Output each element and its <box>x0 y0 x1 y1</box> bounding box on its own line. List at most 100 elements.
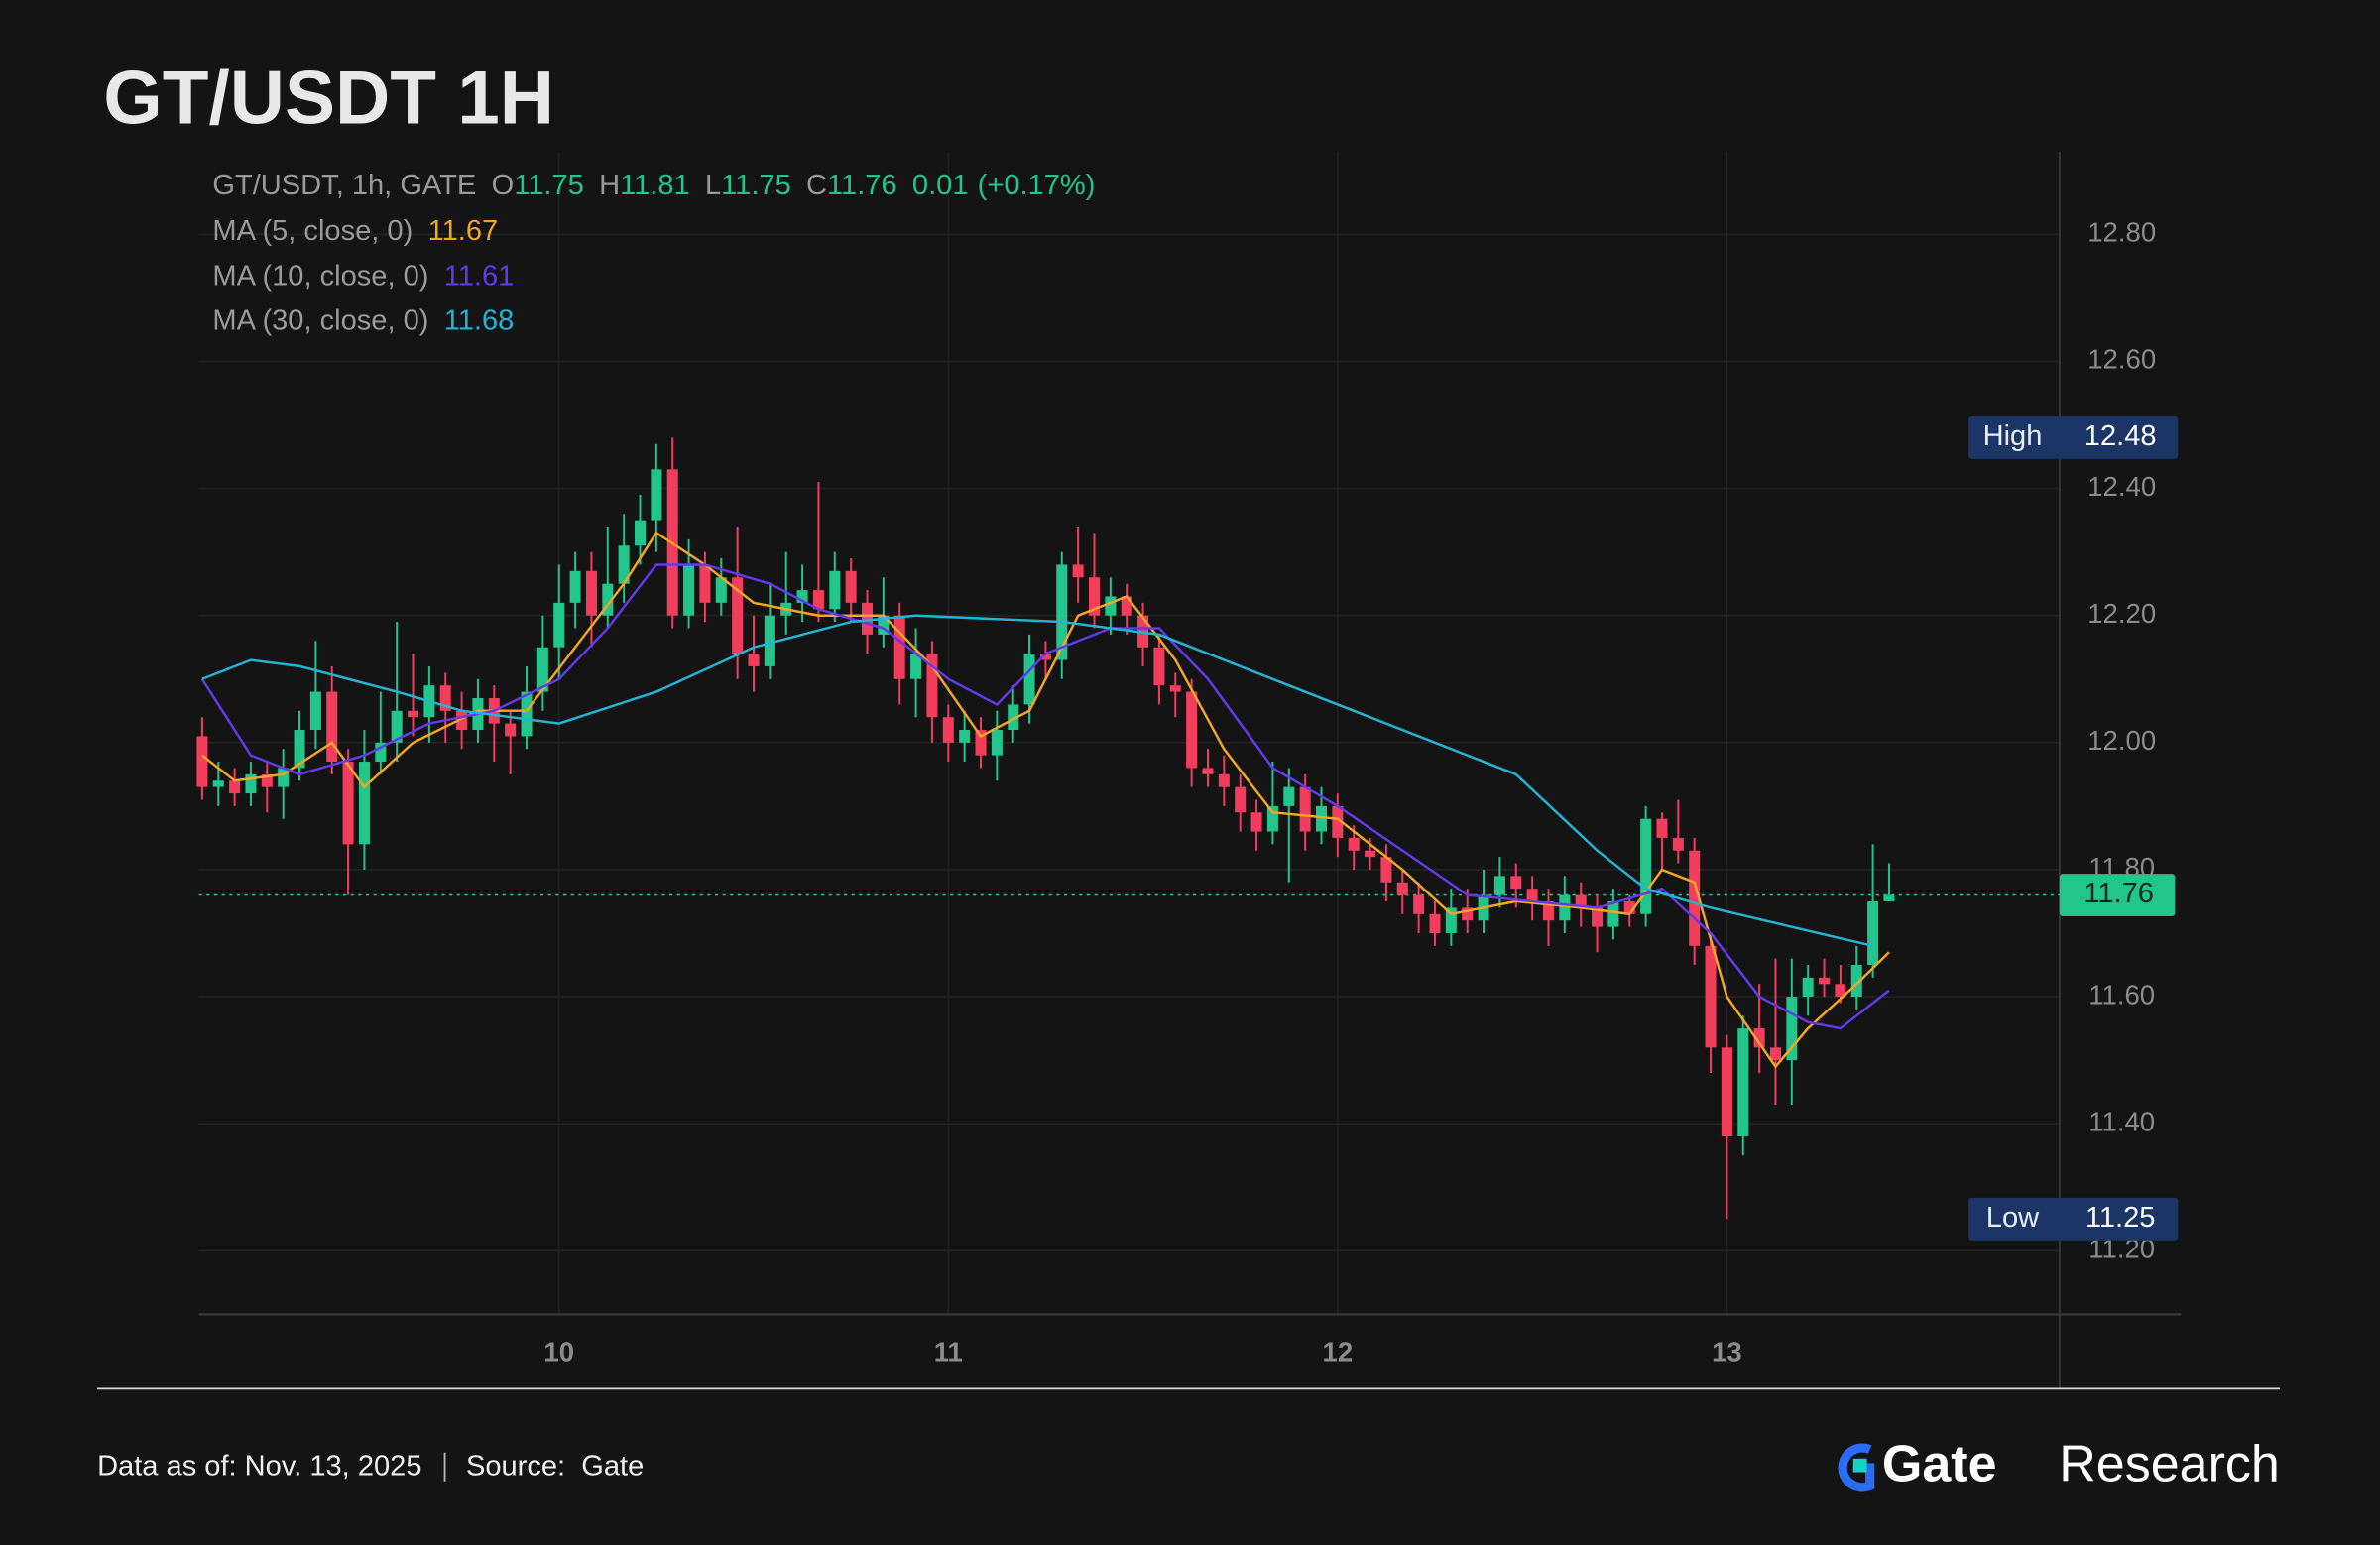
candle-body <box>1705 945 1717 1048</box>
x-tick-label: 13 <box>1712 1336 1742 1367</box>
brand: Gate <box>1882 1436 1997 1493</box>
candle-body <box>1413 894 1425 914</box>
candle-body <box>1365 850 1376 858</box>
candle-body <box>1623 900 1635 914</box>
candle-body <box>1088 577 1101 616</box>
x-tick-label: 10 <box>543 1336 574 1367</box>
candle-body <box>408 710 419 718</box>
candle-body <box>326 691 338 763</box>
field-value: 11.75 <box>514 170 584 201</box>
ma-line <box>201 614 1873 947</box>
legend-value: 11.61 <box>444 260 515 292</box>
candle-body <box>1883 894 1895 901</box>
field-label: H <box>599 170 620 201</box>
candle-body <box>1640 818 1652 914</box>
candle-body <box>196 736 208 787</box>
candle-body <box>1396 882 1408 895</box>
badge-value: 12.48 <box>2084 420 2157 452</box>
candle-body <box>1250 812 1262 832</box>
source: Source: Gate <box>466 1451 644 1483</box>
candle-body <box>1592 907 1604 927</box>
candle-body <box>342 762 354 845</box>
candle-body <box>910 654 922 679</box>
candle-body <box>975 730 987 756</box>
candle-body <box>358 762 370 845</box>
badge-value: 11.25 <box>2085 1202 2156 1234</box>
candle-body <box>618 545 630 584</box>
candle-body <box>1186 691 1198 769</box>
candle-body <box>1721 1047 1732 1136</box>
candle-body <box>375 742 387 763</box>
last-price-badge <box>2059 874 2176 916</box>
candle-body <box>651 469 662 521</box>
change: 0.01 <box>912 170 969 201</box>
plot-area: 11.2011.4011.6011.8012.0012.2012.4012.60… <box>196 152 2182 1389</box>
candle-body <box>553 602 565 648</box>
candle-body <box>1299 786 1311 832</box>
candle-body <box>1526 889 1538 901</box>
candle-body <box>1672 837 1684 851</box>
candle-body <box>505 723 517 737</box>
y-tick-label: 12.20 <box>2087 598 2156 629</box>
badge-label: Low <box>1986 1202 2040 1234</box>
candle-body <box>1056 564 1068 660</box>
logo-mark <box>1838 1443 1875 1492</box>
candle-body <box>1202 768 1214 774</box>
candle-body <box>845 570 857 603</box>
candle-body <box>1689 850 1701 946</box>
candle-body <box>861 602 874 635</box>
y-tick-label: 12.60 <box>2087 344 2156 375</box>
candle-body <box>1786 997 1798 1061</box>
candle-body <box>878 615 890 635</box>
candle-body <box>829 570 841 610</box>
candle-body <box>1023 654 1035 705</box>
candle-body <box>1835 984 1846 998</box>
field-label: C <box>806 170 827 201</box>
legend-entry: MA (5, close, 0) 11.67 <box>212 215 498 247</box>
candle-body <box>1039 654 1051 660</box>
last-price-label: 11.76 <box>2083 878 2154 909</box>
candle-body <box>1607 900 1619 927</box>
field-label: O <box>492 170 515 201</box>
field-value: 11.81 <box>620 170 690 201</box>
candle-body <box>1493 876 1505 895</box>
candle-body <box>715 577 727 603</box>
legend-entry: MA (10, close, 0) 11.61 <box>212 260 514 292</box>
legend-value: 11.68 <box>444 304 515 336</box>
candle-body <box>1105 596 1117 616</box>
candle-body <box>764 615 775 666</box>
candle-body <box>1380 857 1392 883</box>
candle-body <box>1445 907 1457 934</box>
legend-value: 11.67 <box>428 215 499 247</box>
candle-body <box>1575 894 1587 908</box>
candle-body <box>1737 1028 1749 1136</box>
candle-body <box>1283 786 1295 806</box>
candle-body <box>893 615 905 679</box>
candle-body <box>1867 900 1879 966</box>
y-tick-label: 12.80 <box>2087 217 2156 248</box>
candle-body <box>309 691 321 731</box>
candle-body <box>229 780 241 794</box>
badge-bg <box>1968 1197 2179 1241</box>
candle-body <box>1266 805 1278 832</box>
candle-body <box>1769 1047 1781 1061</box>
candle-body <box>1510 876 1522 890</box>
change-pct: (+0.17%) <box>978 170 1096 201</box>
candle-body <box>1850 965 1862 998</box>
candle-body <box>1753 1028 1765 1048</box>
candle-body <box>1235 786 1247 813</box>
candle-body <box>1008 704 1019 731</box>
candle-body <box>1121 596 1132 616</box>
badge-label: High <box>1983 420 2043 452</box>
candle-body <box>1169 685 1181 692</box>
candle-body <box>1462 907 1474 921</box>
candle-body <box>456 710 468 731</box>
candle-body <box>1542 900 1554 921</box>
badge-bg <box>1968 416 2179 459</box>
brand-suffix: Research <box>2059 1436 2280 1493</box>
ma-line <box>200 563 1890 1030</box>
candle-body <box>1559 894 1571 921</box>
field-value: 11.75 <box>721 170 791 201</box>
candle-body <box>796 590 808 603</box>
